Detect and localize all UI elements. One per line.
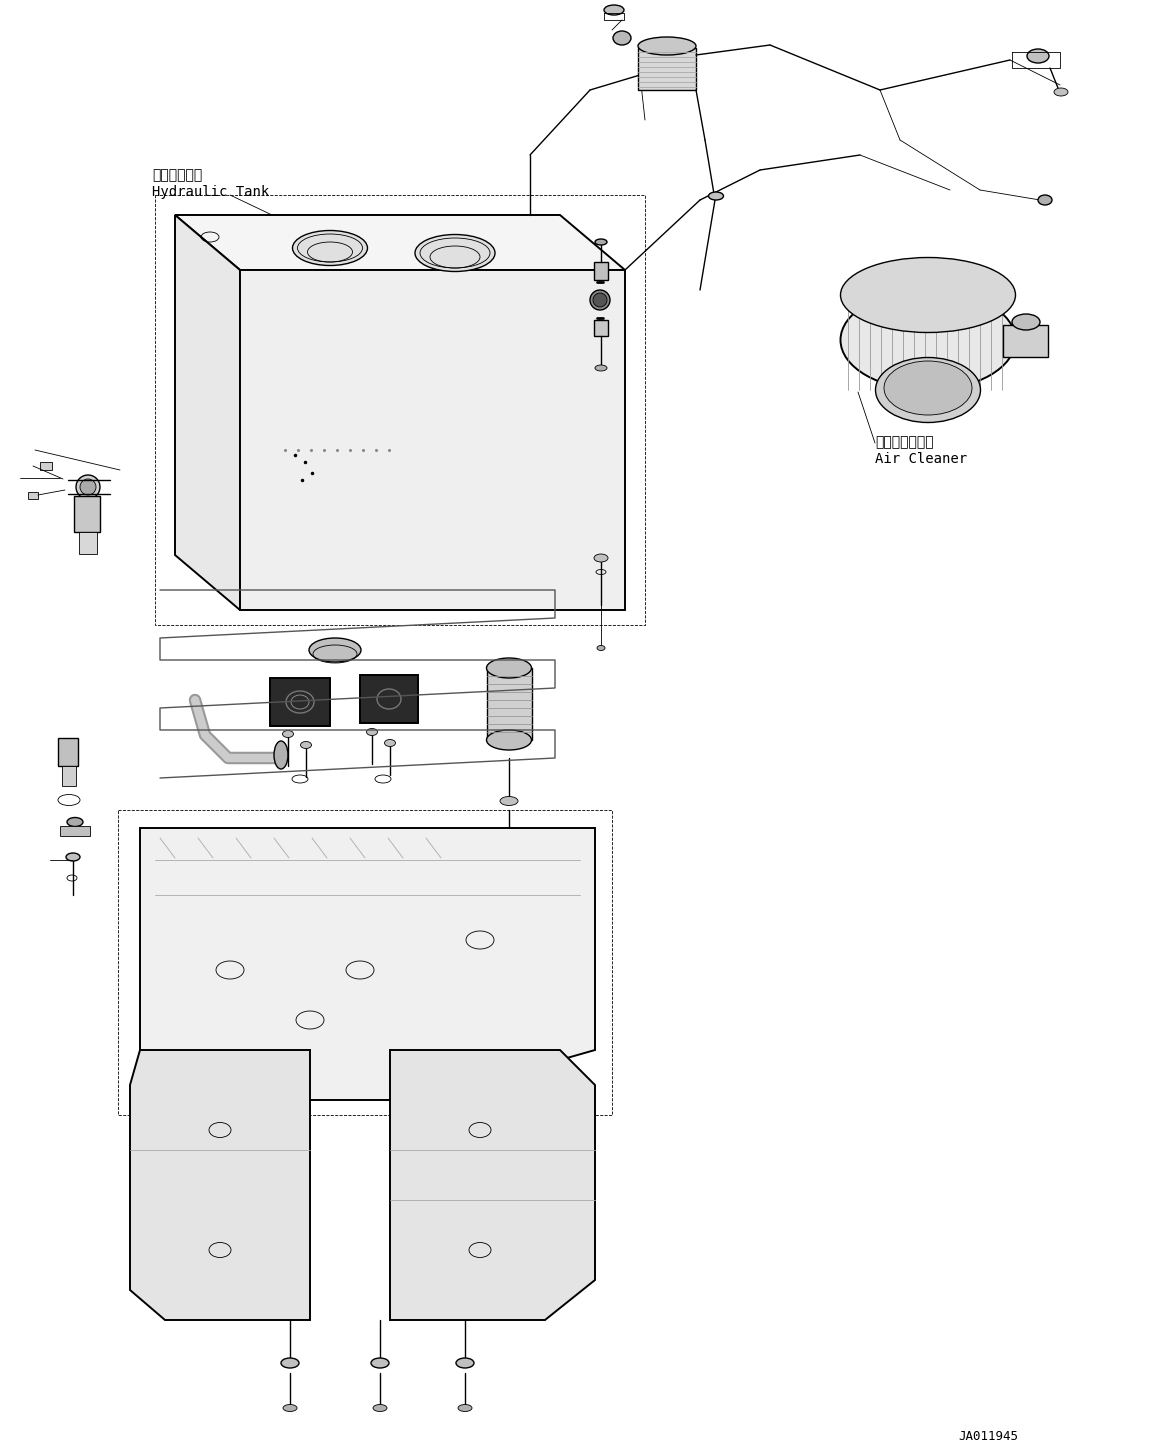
- Ellipse shape: [500, 797, 518, 806]
- Ellipse shape: [876, 357, 981, 423]
- Ellipse shape: [283, 1404, 297, 1411]
- Polygon shape: [60, 826, 90, 836]
- Ellipse shape: [597, 646, 605, 650]
- Ellipse shape: [840, 257, 1015, 333]
- Polygon shape: [175, 215, 625, 270]
- Polygon shape: [360, 675, 418, 723]
- Ellipse shape: [487, 730, 532, 751]
- Polygon shape: [270, 678, 330, 726]
- Ellipse shape: [590, 290, 610, 309]
- Bar: [638, 48, 696, 90]
- Ellipse shape: [840, 290, 1015, 391]
- Ellipse shape: [308, 637, 361, 662]
- Polygon shape: [175, 215, 241, 610]
- Ellipse shape: [594, 555, 608, 562]
- Bar: [79, 531, 97, 555]
- Ellipse shape: [281, 1358, 299, 1368]
- Bar: [62, 767, 76, 786]
- Text: JA011945: JA011945: [958, 1430, 1017, 1443]
- Ellipse shape: [1027, 49, 1049, 62]
- Text: エアークリーナ: エアークリーナ: [875, 436, 933, 449]
- Ellipse shape: [638, 36, 696, 55]
- Ellipse shape: [593, 293, 607, 306]
- Ellipse shape: [67, 817, 83, 826]
- Ellipse shape: [709, 192, 724, 200]
- Ellipse shape: [366, 729, 378, 736]
- Polygon shape: [390, 1050, 595, 1320]
- Ellipse shape: [81, 479, 96, 495]
- Bar: [74, 497, 100, 531]
- Ellipse shape: [371, 1358, 389, 1368]
- Ellipse shape: [384, 739, 396, 746]
- Ellipse shape: [274, 741, 288, 770]
- Ellipse shape: [502, 842, 516, 848]
- Bar: [487, 668, 532, 741]
- Bar: [594, 261, 608, 280]
- Ellipse shape: [292, 231, 367, 266]
- Bar: [40, 462, 52, 470]
- Ellipse shape: [416, 235, 495, 272]
- Polygon shape: [140, 828, 595, 1101]
- Ellipse shape: [458, 1404, 472, 1411]
- Bar: [58, 738, 78, 767]
- Ellipse shape: [282, 730, 294, 738]
- Ellipse shape: [613, 30, 631, 45]
- Bar: [1003, 325, 1049, 357]
- Text: 作動油タンク: 作動油タンク: [152, 168, 203, 182]
- Ellipse shape: [595, 240, 607, 245]
- Ellipse shape: [884, 362, 971, 415]
- Polygon shape: [241, 270, 625, 610]
- Ellipse shape: [595, 364, 607, 372]
- Ellipse shape: [76, 475, 100, 499]
- Text: Air Cleaner: Air Cleaner: [875, 452, 967, 466]
- Ellipse shape: [66, 852, 81, 861]
- Ellipse shape: [1054, 89, 1068, 96]
- Ellipse shape: [1038, 195, 1052, 205]
- Ellipse shape: [373, 1404, 387, 1411]
- Ellipse shape: [1012, 314, 1041, 330]
- Polygon shape: [130, 1050, 310, 1320]
- Ellipse shape: [487, 658, 532, 678]
- Ellipse shape: [456, 1358, 474, 1368]
- Bar: [28, 492, 38, 499]
- Text: Hydraulic Tank: Hydraulic Tank: [152, 184, 269, 199]
- Bar: [594, 319, 608, 335]
- Ellipse shape: [300, 742, 312, 748]
- Ellipse shape: [604, 4, 624, 15]
